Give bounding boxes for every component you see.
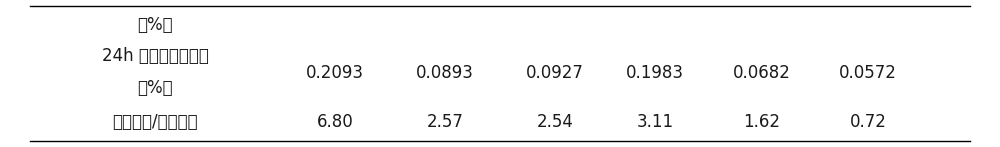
Text: 皮肤滞留/累积透过: 皮肤滞留/累积透过 (112, 113, 198, 131)
Text: 0.72: 0.72 (850, 113, 886, 131)
Text: 0.0572: 0.0572 (839, 65, 897, 82)
Text: 6.80: 6.80 (317, 113, 353, 131)
Text: 2.54: 2.54 (537, 113, 573, 131)
Text: 1.62: 1.62 (744, 113, 780, 131)
Text: 0.2093: 0.2093 (306, 65, 364, 82)
Text: 0.0927: 0.0927 (526, 65, 584, 82)
Text: 2.57: 2.57 (427, 113, 463, 131)
Text: 0.0893: 0.0893 (416, 65, 474, 82)
Text: （%）: （%） (137, 16, 173, 34)
Text: 3.11: 3.11 (636, 113, 674, 131)
Text: （%）: （%） (137, 79, 173, 97)
Text: 24h 药物皮肤滞留率: 24h 药物皮肤滞留率 (102, 47, 208, 65)
Text: 0.0682: 0.0682 (733, 65, 791, 82)
Text: 0.1983: 0.1983 (626, 65, 684, 82)
